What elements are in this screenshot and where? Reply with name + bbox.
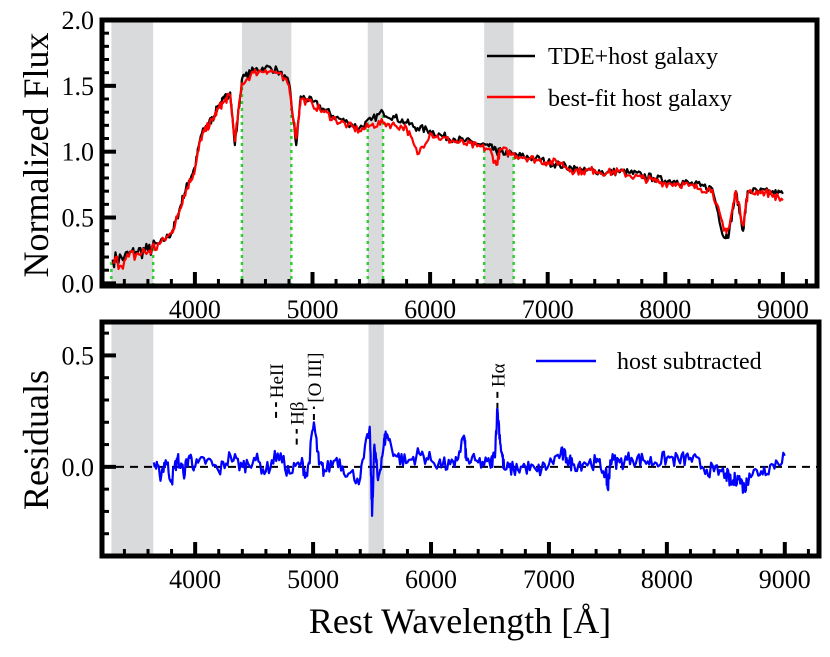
bottom-shaded-regions xyxy=(111,322,384,556)
legend-label-tde-host: TDE+host galaxy xyxy=(548,44,718,70)
bottom-legend: host subtracted xyxy=(536,349,762,375)
bottom-axes-frame xyxy=(99,319,822,559)
annotation-label: Hβ xyxy=(288,402,309,425)
x-tick-label: 7000 xyxy=(522,295,574,324)
top-green-dotted-lines xyxy=(110,79,515,286)
top-series xyxy=(111,64,784,270)
x-tick-label: 7000 xyxy=(523,565,575,594)
x-tick-label: 6000 xyxy=(405,565,457,594)
y-tick-label: 0.0 xyxy=(62,269,95,298)
y-tick-label: 2.0 xyxy=(62,6,95,35)
annotation-label: [O III] xyxy=(305,353,326,403)
annotation-label: HeII xyxy=(267,363,288,398)
xlabel: Rest Wavelength [Å] xyxy=(309,601,611,641)
top-ticks: 4000 5000 6000 7000 8000 9000 0.0 0.5 1.0 1.5 2.0 xyxy=(62,6,809,324)
series-host-subtracted xyxy=(152,407,786,518)
x-tick-label: 5000 xyxy=(287,295,339,324)
bottom-series xyxy=(152,407,786,518)
top-legend: TDE+host galaxy best-fit host galaxy xyxy=(487,44,732,112)
x-tick-label: 9000 xyxy=(757,295,809,324)
y-tick-label: 0.5 xyxy=(62,341,95,370)
x-tick-label: 4000 xyxy=(169,295,221,324)
shaded-region xyxy=(111,322,154,556)
x-tick-label: 8000 xyxy=(639,295,691,324)
annotation-label: Hα xyxy=(488,363,509,387)
x-tick-label: 9000 xyxy=(759,565,811,594)
shaded-region xyxy=(367,20,384,286)
top-axes-frame xyxy=(99,17,820,289)
x-tick-label: 8000 xyxy=(641,565,693,594)
x-tick-label: 6000 xyxy=(404,295,456,324)
bottom-ylabel: Residuals xyxy=(16,370,56,510)
series-best-fit-host-galaxy xyxy=(112,68,784,270)
top-shaded-regions xyxy=(111,20,514,286)
y-tick-label: 1.5 xyxy=(62,72,95,101)
shaded-region xyxy=(241,20,292,286)
x-tick-label: 4000 xyxy=(169,565,221,594)
x-tick-label: 5000 xyxy=(287,565,339,594)
y-tick-label: 0.0 xyxy=(62,453,95,482)
legend-label-host-subtracted: host subtracted xyxy=(617,349,762,375)
y-tick-label: 1.0 xyxy=(62,138,95,167)
y-tick-label: 0.5 xyxy=(62,204,95,233)
shaded-region xyxy=(111,20,154,286)
top-panel: 4000 5000 6000 7000 8000 90000.00.51.01.52.0 … xyxy=(16,6,820,324)
top-ylabel: Normalized Flux xyxy=(16,33,56,278)
legend-label-best-fit: best-fit host galaxy xyxy=(548,86,732,112)
